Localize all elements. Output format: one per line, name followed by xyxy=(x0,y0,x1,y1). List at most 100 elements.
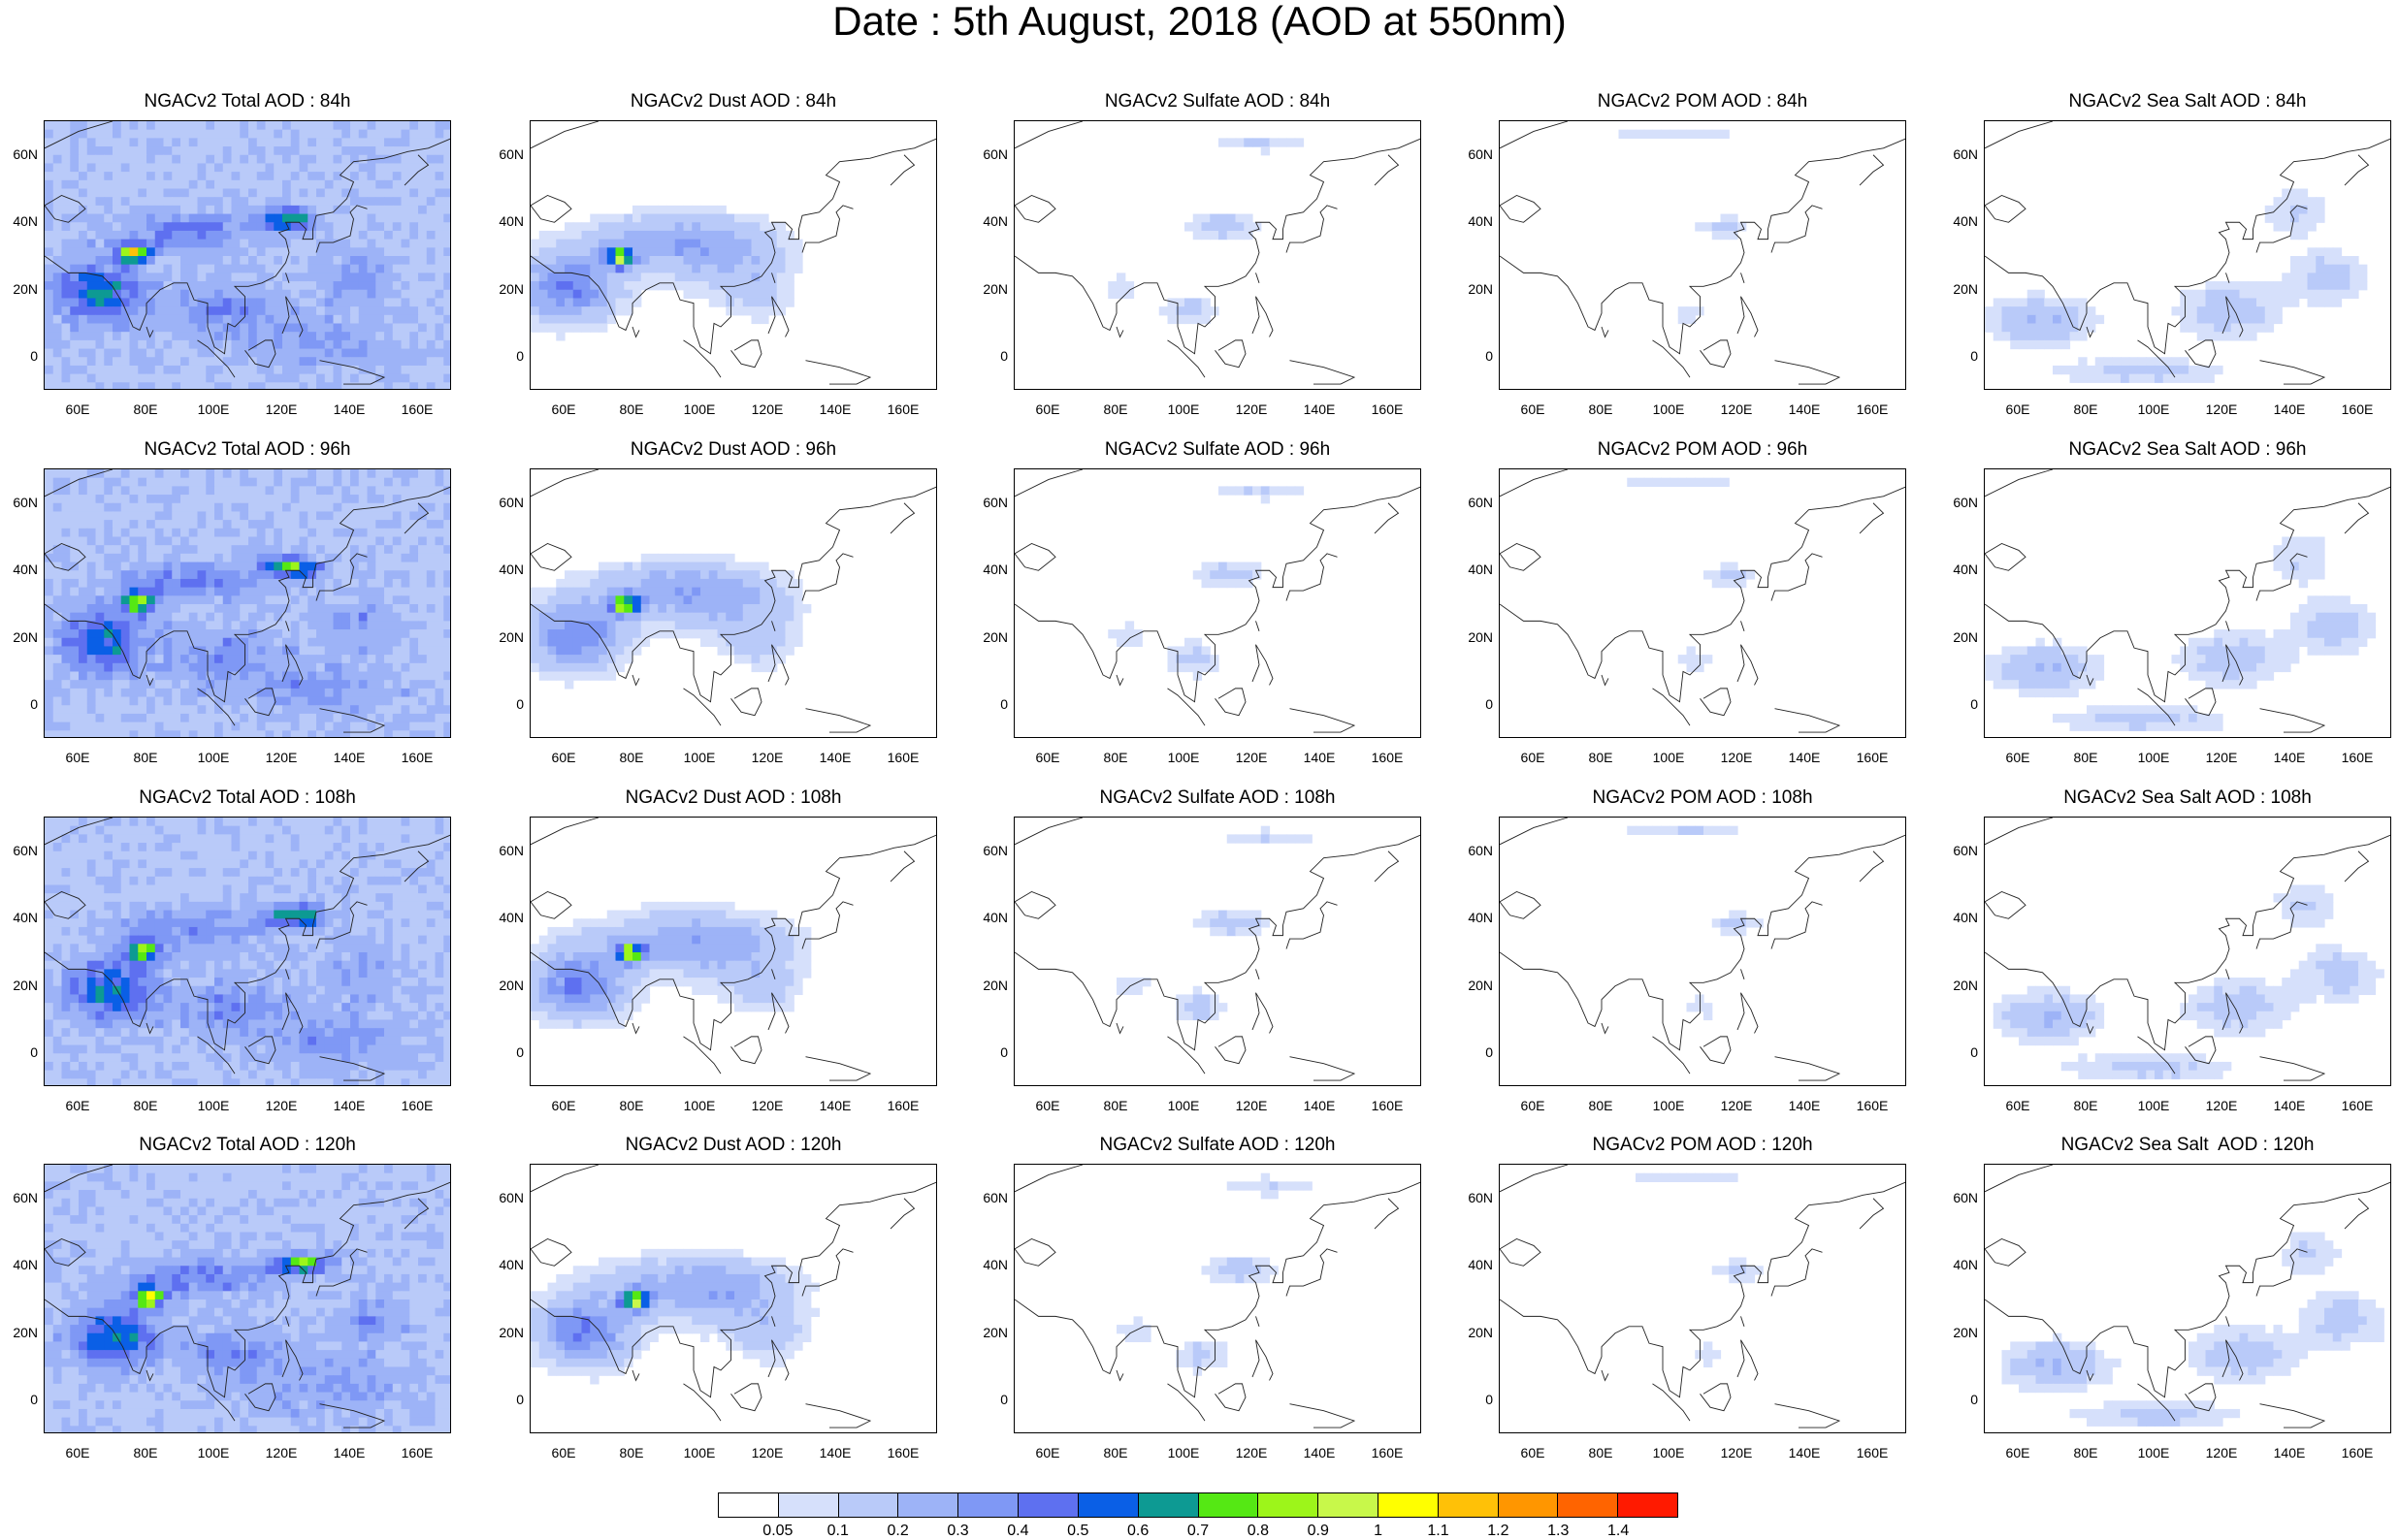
coastline xyxy=(1774,1056,1841,1081)
panel-title-pom-84h: NGACv2 POM AOD : 84h xyxy=(1597,91,1808,112)
panel-title-sulfate-96h: NGACv2 Sulfate AOD : 96h xyxy=(1104,439,1331,460)
lon-tick-label: 140E xyxy=(819,1098,852,1113)
lat-tick-label: 20N xyxy=(983,280,1008,297)
coastline xyxy=(531,542,572,571)
lat-tick-label: 60N xyxy=(983,1189,1008,1205)
colorbar-label: 1 xyxy=(1374,1523,1383,1539)
lon-tick-label: 60E xyxy=(551,401,576,417)
coastline xyxy=(531,818,600,846)
figure-title: Date : 5th August, 2018 (AOD at 550nm) xyxy=(832,0,1567,44)
lon-tick-label: 80E xyxy=(619,401,644,417)
colorbar-swatch xyxy=(1138,1493,1199,1517)
colorbar-swatch xyxy=(1558,1493,1619,1517)
coastline xyxy=(146,326,154,338)
lon-tick-label: 80E xyxy=(133,1098,158,1113)
lat-tick-label: 40N xyxy=(983,561,1008,578)
colorbar-label: 0.5 xyxy=(1067,1523,1089,1539)
coastline xyxy=(683,1383,722,1422)
coastline xyxy=(531,834,936,1051)
lat-tick-label: 20N xyxy=(1468,280,1493,297)
lon-tick-label: 80E xyxy=(1588,1445,1613,1460)
colorbar-label: 1.3 xyxy=(1547,1523,1570,1539)
coastline xyxy=(1985,1237,2026,1267)
lon-tick-label: 60E xyxy=(551,1445,576,1460)
lon-tick-label: 140E xyxy=(2273,1098,2306,1113)
lat-tick-label: 0 xyxy=(1000,348,1008,365)
lon-tick-label: 80E xyxy=(2073,1098,2098,1113)
lon-tick-label: 160E xyxy=(1856,750,1889,765)
lon-tick-label: 80E xyxy=(1588,1098,1613,1113)
lat-tick-label: 0 xyxy=(1970,348,1978,365)
colorbar-label: 0.9 xyxy=(1307,1523,1329,1539)
lat-tick-label: 60N xyxy=(1468,842,1493,858)
coastline xyxy=(1255,273,1260,283)
lon-tick-label: 160E xyxy=(401,1445,434,1460)
coastline xyxy=(1215,1036,1247,1065)
coastline xyxy=(1255,621,1260,631)
lon-tick-label: 60E xyxy=(551,1098,576,1113)
lon-tick-label: 140E xyxy=(1303,1098,1336,1113)
lon-tick-label: 160E xyxy=(2341,750,2374,765)
coastline xyxy=(404,1198,430,1230)
lon-tick-label: 80E xyxy=(1588,401,1613,417)
coastline xyxy=(285,969,290,979)
coastline xyxy=(1700,688,1732,717)
coastline xyxy=(1500,138,1905,355)
coastline xyxy=(1652,1036,1691,1075)
panel-title-total-120h: NGACv2 Total AOD : 120h xyxy=(139,1135,356,1155)
coastline xyxy=(1289,360,1356,385)
panel-title-total-96h: NGACv2 Total AOD : 96h xyxy=(144,439,351,460)
colorbar-label: 0.05 xyxy=(762,1523,794,1539)
lon-tick-label: 60E xyxy=(1035,1098,1060,1113)
lon-tick-label: 160E xyxy=(887,1098,920,1113)
lon-tick-label: 80E xyxy=(133,750,158,765)
map-panel-sulfate-108h xyxy=(1014,817,1421,1086)
coastline xyxy=(1500,1237,1541,1267)
coastline xyxy=(1116,674,1124,687)
colorbar xyxy=(718,1492,1678,1518)
lon-tick-label: 60E xyxy=(2005,1445,2030,1460)
lat-tick-label: 40N xyxy=(1468,561,1493,578)
coastline xyxy=(683,1036,722,1075)
lon-tick-label: 100E xyxy=(197,401,230,417)
lat-tick-label: 0 xyxy=(1970,1044,1978,1061)
coastline xyxy=(1289,708,1356,733)
aod-field-sea-salt-120h xyxy=(1985,1165,2390,1428)
panel-title-sea-salt-120h: NGACv2 Sea Salt AOD : 120h xyxy=(2060,1135,2315,1155)
lat-tick-label: 0 xyxy=(1000,1044,1008,1061)
coastline xyxy=(1859,154,1885,186)
coastline xyxy=(1015,1165,1084,1193)
aod-field-sulfate-120h xyxy=(1015,1165,1420,1428)
coastline xyxy=(146,1022,154,1035)
coastline xyxy=(801,553,854,601)
lat-tick-label: 20N xyxy=(1953,1324,1978,1340)
coastline xyxy=(45,890,86,919)
coastline xyxy=(1374,154,1400,186)
coastline xyxy=(2344,850,2370,882)
coastline xyxy=(1374,850,1400,882)
lon-tick-label: 60E xyxy=(1035,750,1060,765)
colorbar-label: 1.4 xyxy=(1607,1523,1630,1539)
coastline xyxy=(1985,194,2026,223)
coastline xyxy=(1289,1403,1356,1428)
lat-tick-label: 40N xyxy=(13,561,38,578)
map-panel-total-108h xyxy=(44,817,451,1086)
coastline xyxy=(531,194,572,223)
colorbar-label: 0.6 xyxy=(1127,1523,1150,1539)
lon-tick-label: 100E xyxy=(683,1098,716,1113)
coastline xyxy=(404,502,430,534)
lon-tick-label: 100E xyxy=(1652,750,1685,765)
panel-title-sea-salt-84h: NGACv2 Sea Salt AOD : 84h xyxy=(2068,91,2307,112)
colorbar-label: 0.4 xyxy=(1007,1523,1029,1539)
lat-tick-label: 20N xyxy=(499,628,524,645)
lon-tick-label: 60E xyxy=(65,1098,90,1113)
lon-tick-label: 160E xyxy=(1856,401,1889,417)
lat-tick-label: 0 xyxy=(1970,696,1978,713)
panel-title-dust-108h: NGACv2 Dust AOD : 108h xyxy=(625,787,842,808)
coastline xyxy=(1167,339,1206,378)
panel-title-sea-salt-96h: NGACv2 Sea Salt AOD : 96h xyxy=(2068,439,2307,460)
lon-tick-label: 140E xyxy=(1303,401,1336,417)
lon-tick-label: 80E xyxy=(2073,750,2098,765)
map-panel-total-84h xyxy=(44,120,451,390)
lon-tick-label: 120E xyxy=(1720,1098,1753,1113)
